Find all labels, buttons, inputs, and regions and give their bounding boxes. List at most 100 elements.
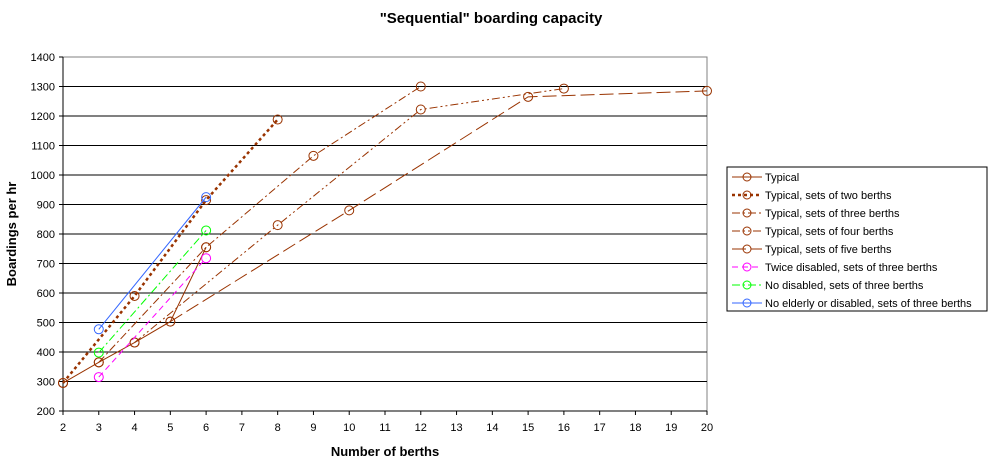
x-tick-label: 8 (275, 422, 281, 434)
x-tick-label: 10 (343, 422, 355, 434)
legend-swatch-marker (742, 298, 752, 308)
data-point (415, 104, 426, 115)
data-point (165, 316, 176, 327)
data-point (201, 253, 212, 264)
legend-label: No disabled, sets of three berths (765, 280, 924, 292)
series-line (98, 230, 207, 353)
series-line (98, 196, 207, 330)
series-line (98, 86, 422, 363)
legend-swatch-marker (742, 244, 752, 254)
x-tick-label: 15 (522, 422, 534, 434)
data-point (129, 290, 140, 301)
legend-item: No disabled, sets of three berths (732, 280, 924, 292)
y-tick-label: 1200 (31, 111, 55, 123)
x-axis: 2 3 4 5 6 7 8 9 10 11 12 13 14 15 16 17 18 19 20 (60, 410, 713, 434)
legend-label: Typical, sets of five berths (765, 244, 892, 256)
legend-item: Typical, sets of two berths (732, 190, 892, 202)
data-point (201, 195, 212, 206)
x-tick-label: 6 (203, 422, 209, 434)
x-tick-label: 4 (131, 422, 137, 434)
data-point (415, 81, 426, 92)
y-tick-label: 400 (37, 347, 55, 359)
legend-swatch-marker (742, 280, 752, 290)
y-tick-label: 200 (37, 406, 55, 418)
x-tick-label: 17 (594, 422, 606, 434)
y-tick-label: 300 (37, 377, 55, 389)
legend-item: No elderly or disabled, sets of three be… (732, 298, 972, 310)
legend-label: Typical, sets of three berths (765, 208, 900, 220)
x-tick-label: 9 (310, 422, 316, 434)
x-tick-label: 11 (379, 422, 390, 434)
data-point (201, 242, 212, 253)
x-tick-label: 13 (450, 422, 462, 434)
legend-label: Typical (765, 172, 799, 184)
chart-title: "Sequential" boarding capacity (380, 10, 603, 27)
series-6 (93, 253, 212, 383)
legend-label: Typical, sets of four berths (765, 226, 894, 238)
series-line (62, 118, 279, 384)
x-tick-label: 12 (415, 422, 427, 434)
data-point (523, 91, 534, 102)
data-point (201, 192, 212, 203)
series-7 (93, 225, 212, 358)
series-3 (93, 81, 426, 368)
y-tick-label: 1000 (31, 170, 55, 182)
y-tick-label: 800 (37, 229, 55, 241)
data-point (93, 347, 104, 358)
legend-label: Typical, sets of two berths (765, 190, 892, 202)
y-tick-label: 600 (37, 288, 55, 300)
legend: Typical Typical, sets of two berths Typica… (726, 166, 988, 312)
data-point (272, 114, 283, 125)
y-axis-title: Boardings per hr (4, 182, 19, 287)
legend-label: No elderly or disabled, sets of three be… (765, 298, 972, 310)
x-tick-label: 7 (239, 422, 245, 434)
series-layer (58, 81, 712, 388)
data-point (702, 85, 712, 96)
y-axis: 200 300 400 500 600 700 800 900 1000 1100 1200 1300… (31, 52, 64, 418)
x-tick-label: 19 (665, 422, 677, 434)
legend-item: Twice disabled, sets of three berths (732, 262, 938, 274)
x-tick-label: 18 (629, 422, 641, 434)
x-tick-label: 14 (486, 422, 498, 434)
data-point (272, 220, 283, 231)
legend-item: Typical, sets of three berths (732, 208, 900, 220)
x-tick-label: 2 (60, 422, 66, 434)
data-point (93, 372, 104, 383)
legend-item: Typical (732, 172, 799, 184)
x-tick-label: 3 (96, 422, 102, 434)
legend-box (726, 166, 988, 312)
series-2 (58, 114, 283, 388)
x-tick-label: 5 (167, 422, 173, 434)
x-tick-label: 16 (558, 422, 570, 434)
data-point (201, 225, 212, 236)
data-point (93, 324, 104, 335)
legend-item: Typical, sets of five berths (732, 244, 892, 256)
legend-entries: Typical Typical, sets of two berths Typica… (732, 172, 972, 310)
data-point (558, 83, 569, 94)
series-4 (129, 83, 569, 348)
legend-swatch-marker (742, 190, 752, 200)
y-tick-label: 1100 (31, 141, 55, 153)
legend-swatch-marker (742, 172, 752, 182)
y-tick-label: 500 (37, 318, 55, 330)
legend-swatch-marker (742, 208, 752, 218)
series-line (134, 88, 564, 343)
data-point (58, 377, 68, 388)
legend-swatch-marker (742, 262, 752, 272)
legend-swatch-marker (742, 226, 752, 236)
x-axis-title: Number of berths (331, 444, 439, 459)
series-5 (165, 85, 712, 327)
y-tick-label: 1300 (31, 82, 55, 94)
data-point (308, 150, 319, 161)
data-point (344, 205, 355, 216)
series-line (98, 257, 207, 378)
y-tick-label: 700 (37, 259, 55, 271)
y-tick-label: 1400 (31, 52, 55, 64)
legend-item: Typical, sets of four berths (732, 226, 894, 238)
legend-label: Twice disabled, sets of three berths (765, 262, 938, 274)
gridlines (63, 86, 707, 382)
series-8 (93, 192, 212, 335)
y-tick-label: 900 (37, 200, 55, 212)
data-point (93, 357, 104, 368)
